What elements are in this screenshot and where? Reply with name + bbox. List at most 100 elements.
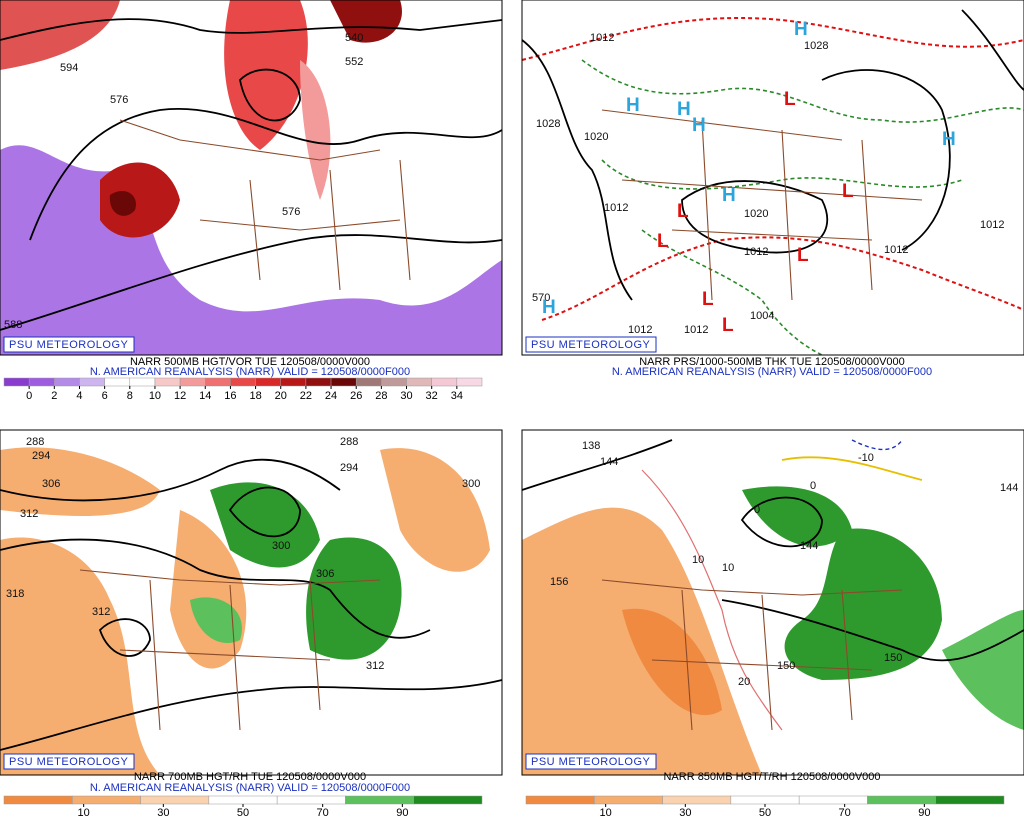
colorbar-label: 28 — [375, 390, 387, 402]
thickness — [581, 59, 1024, 123]
contour-label: 300 — [272, 540, 290, 552]
colorbar-swatch — [230, 377, 256, 387]
rh-area — [380, 448, 490, 572]
colorbar-label: 26 — [350, 390, 362, 402]
contour-label: 150 — [884, 652, 902, 664]
vort-area — [300, 60, 331, 200]
colorbar-swatch — [330, 377, 357, 387]
isotherm-label: 10 — [722, 562, 734, 574]
high-center: H — [942, 129, 956, 150]
colorbar-label: 0 — [26, 390, 32, 402]
rh-area — [942, 610, 1024, 730]
high-center: H — [722, 185, 736, 206]
low-center: L — [677, 201, 689, 222]
colorbar-swatch — [72, 795, 141, 805]
isotherm-label: 10 — [692, 554, 704, 566]
colorbar-label: 12 — [174, 390, 186, 402]
rh-area — [306, 537, 402, 660]
contour-label: 312 — [92, 606, 110, 618]
colorbar-swatch — [79, 377, 105, 387]
colorbar-swatch — [381, 377, 407, 387]
panel-850mb: 138 144 156 150 150 144 10 10 20 0 0 -10… — [521, 429, 1024, 819]
rh-area — [622, 608, 722, 716]
badge-box — [3, 753, 135, 770]
colorbar-label: 16 — [224, 390, 236, 402]
colorbar-swatch — [456, 377, 483, 387]
colorbar-swatch — [935, 795, 1005, 805]
isobar-label: 1012 — [628, 324, 652, 336]
vort-area — [100, 162, 180, 238]
isobar-label: 1020 — [744, 208, 768, 220]
contour — [0, 679, 503, 751]
colorbar-swatch — [406, 377, 432, 387]
contour-label: 306 — [316, 568, 334, 580]
contour-label: 144 — [600, 456, 618, 468]
vort-area — [109, 190, 136, 216]
contour — [0, 234, 503, 331]
contour-label: 144 — [1000, 482, 1018, 494]
colorbar-swatch — [431, 377, 458, 387]
contour-label: 144 — [800, 540, 818, 552]
vort-area — [330, 0, 402, 43]
contour — [239, 68, 301, 122]
map-frame — [0, 0, 503, 356]
isobar-label: 1012 — [884, 244, 908, 256]
badge-box — [525, 336, 657, 353]
contour-label: 540 — [345, 32, 363, 44]
colorbar-swatch — [208, 795, 278, 805]
colorbar-swatch — [305, 377, 332, 387]
badge: PSU METEOROLOGY — [531, 339, 651, 351]
colorbar-swatch — [104, 377, 131, 387]
colorbar-swatch — [140, 795, 210, 805]
caption: NARR 700MB HGT/RH TUE 120508/0000V000 — [134, 771, 366, 783]
colorbar-swatch — [255, 377, 281, 387]
high-center: H — [692, 115, 706, 136]
contour — [0, 18, 503, 41]
colorbar-swatch — [280, 377, 307, 387]
isobar-label: 1012 — [980, 219, 1004, 231]
colorbar-label: 6 — [102, 390, 108, 402]
rh-area — [210, 482, 320, 568]
isotherm-label: 0 — [810, 480, 816, 492]
isobar — [681, 180, 829, 254]
colorbar-label: 10 — [149, 390, 161, 402]
isobar — [821, 69, 951, 251]
colorbar-label: 10 — [78, 807, 90, 819]
isobar — [521, 39, 633, 301]
map-frame — [521, 429, 1024, 776]
contour — [521, 439, 673, 491]
colorbar-label: 2 — [51, 390, 57, 402]
map-bg — [522, 0, 1024, 355]
colorbar-swatch — [525, 795, 595, 805]
high-center: H — [542, 297, 556, 318]
colorbar: 10 30 50 70 90 — [525, 795, 1005, 819]
colorbar-swatch — [594, 795, 663, 805]
contour-label: 576 — [282, 206, 300, 218]
colorbar-label: 30 — [157, 807, 169, 819]
colorbar-swatch — [730, 795, 800, 805]
colorbar-label: 70 — [839, 807, 851, 819]
colorbar-label: 90 — [918, 807, 930, 819]
colorbar-swatch — [413, 795, 483, 805]
colorbar-swatch — [129, 377, 156, 387]
contour-label: 300 — [462, 478, 480, 490]
colorbar-swatch — [3, 377, 30, 387]
contour-label: 288 — [26, 436, 44, 448]
rh-area — [784, 528, 942, 680]
caption: N. AMERICAN REANALYSIS (NARR) VALID = 12… — [612, 366, 932, 378]
rh-area — [0, 537, 160, 775]
contour-label: 294 — [32, 450, 50, 462]
colorbar-label: 50 — [759, 807, 771, 819]
colorbar-label: 70 — [317, 807, 329, 819]
contour-label: 312 — [366, 660, 384, 672]
colorbar-swatch — [355, 377, 382, 387]
colorbar-swatch — [205, 377, 231, 387]
colorbar-label: 8 — [127, 390, 133, 402]
colorbar-label: 30 — [400, 390, 412, 402]
colorbar-label: 20 — [275, 390, 287, 402]
isobar-label: 1012 — [744, 246, 768, 258]
badge: PSU METEOROLOGY — [9, 339, 129, 351]
isobar — [961, 9, 1024, 91]
high-center: H — [794, 19, 808, 40]
